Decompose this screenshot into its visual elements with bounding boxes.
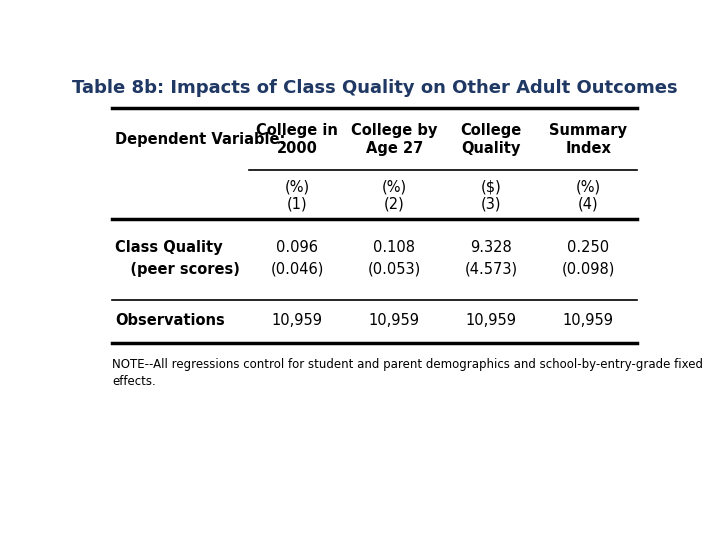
Text: 9.328
(4.573): 9.328 (4.573) (464, 240, 518, 276)
Text: NOTE--All regressions control for student and parent demographics and school-by-: NOTE--All regressions control for studen… (112, 358, 703, 388)
Text: 10,959: 10,959 (369, 313, 420, 328)
Text: Class Quality
   (peer scores): Class Quality (peer scores) (115, 240, 240, 276)
Text: 0.108
(0.053): 0.108 (0.053) (368, 240, 421, 276)
Text: (1): (1) (287, 197, 307, 212)
Text: ($): ($) (481, 179, 502, 194)
Text: (%): (%) (284, 179, 310, 194)
Text: (%): (%) (382, 179, 407, 194)
Text: College
Quality: College Quality (461, 124, 522, 156)
Text: (3): (3) (481, 197, 502, 212)
Text: 10,959: 10,959 (466, 313, 517, 328)
Text: (4): (4) (578, 197, 598, 212)
Text: 10,959: 10,959 (563, 313, 614, 328)
Text: Dependent Variable:: Dependent Variable: (115, 132, 286, 147)
Text: College by
Age 27: College by Age 27 (351, 124, 438, 156)
Text: 10,959: 10,959 (271, 313, 323, 328)
Text: College in
2000: College in 2000 (256, 124, 338, 156)
Text: Summary
Index: Summary Index (549, 124, 627, 156)
Text: 0.250
(0.098): 0.250 (0.098) (562, 240, 615, 276)
Text: (%): (%) (576, 179, 601, 194)
Text: Observations: Observations (115, 313, 225, 328)
Text: Table 8b: Impacts of Class Quality on Other Adult Outcomes: Table 8b: Impacts of Class Quality on Ot… (72, 79, 678, 97)
Text: 0.096
(0.046): 0.096 (0.046) (271, 240, 324, 276)
Text: (2): (2) (384, 197, 405, 212)
